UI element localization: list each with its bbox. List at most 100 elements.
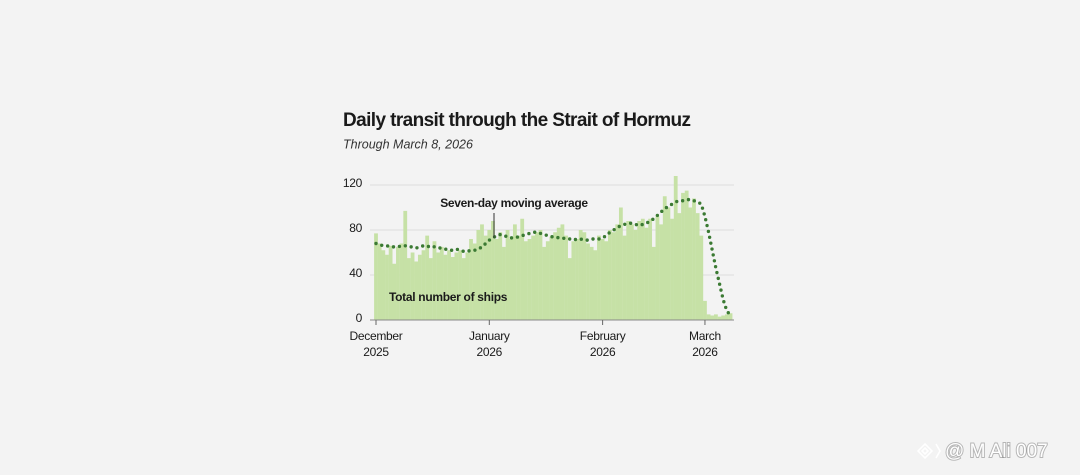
bar	[377, 243, 382, 320]
bar	[494, 239, 499, 320]
bar	[417, 254, 422, 320]
bar	[439, 246, 444, 320]
bar	[392, 263, 397, 320]
series-label: Total number of ships	[389, 290, 508, 304]
bar	[597, 235, 601, 320]
bar	[578, 230, 583, 320]
bar	[593, 250, 598, 320]
bar	[516, 235, 521, 320]
bar	[483, 235, 488, 320]
x-tick-label: March 2026	[689, 329, 721, 359]
bar	[582, 232, 587, 320]
bar	[505, 230, 510, 320]
y-tick-label: 0	[356, 311, 363, 325]
bar	[374, 233, 378, 320]
bar	[560, 224, 565, 320]
bar	[520, 218, 525, 320]
x-tick-label: February 2026	[580, 329, 626, 359]
bar	[458, 250, 462, 320]
bar	[545, 241, 550, 320]
bar	[655, 216, 660, 320]
bar	[618, 207, 623, 320]
bar	[589, 246, 594, 320]
bar	[556, 227, 561, 320]
bar	[425, 235, 430, 320]
bar	[611, 232, 616, 320]
bar	[534, 232, 539, 320]
bar	[564, 235, 568, 320]
bar	[640, 218, 645, 320]
bar	[396, 246, 400, 320]
y-tick-label: 40	[349, 266, 362, 280]
bar	[447, 250, 451, 320]
bar	[688, 207, 693, 320]
bar	[604, 241, 609, 320]
bar	[659, 224, 663, 320]
bar	[615, 224, 620, 320]
bar	[410, 252, 415, 320]
bar	[637, 221, 642, 320]
y-tick-label: 80	[349, 221, 362, 235]
bar	[509, 239, 514, 320]
bar	[436, 252, 441, 320]
bar	[388, 245, 393, 320]
bar	[724, 314, 729, 320]
bar	[531, 235, 536, 320]
series-label: Seven-day moving average	[440, 196, 588, 210]
bar	[651, 246, 656, 320]
bar	[684, 190, 689, 320]
bar	[399, 243, 404, 320]
bar	[575, 239, 579, 320]
bar	[681, 192, 685, 320]
bar	[523, 241, 528, 320]
bar	[633, 230, 638, 320]
bar	[472, 243, 477, 320]
bar	[608, 230, 612, 320]
bar	[385, 254, 389, 320]
bar	[428, 258, 433, 320]
bar	[549, 236, 554, 320]
bar	[443, 254, 448, 320]
watermark-icon	[916, 442, 941, 460]
bar	[695, 213, 700, 320]
bar	[538, 230, 543, 320]
bar	[469, 239, 473, 320]
bar	[542, 246, 547, 320]
y-tick-label: 120	[343, 176, 363, 190]
bar	[706, 314, 711, 320]
bar	[648, 218, 653, 320]
bar	[432, 241, 437, 320]
bar	[502, 246, 506, 320]
bar	[692, 198, 696, 320]
bar	[454, 252, 459, 320]
bar	[450, 257, 455, 320]
bar	[403, 210, 408, 320]
bar	[721, 315, 726, 320]
bar	[571, 241, 576, 320]
bar	[461, 258, 466, 320]
bar	[728, 313, 733, 320]
bar	[381, 250, 386, 320]
plot: 0 40 80 120 December 2025 January 2026 February 2…	[343, 176, 734, 359]
bar	[644, 227, 649, 320]
x-tick-label: December 2025	[350, 329, 403, 359]
bar	[673, 176, 678, 320]
bar	[476, 230, 481, 320]
bar	[527, 239, 532, 320]
bar	[421, 250, 426, 320]
bar	[491, 221, 495, 320]
bar	[480, 224, 484, 320]
bar	[414, 261, 419, 320]
bar	[465, 252, 470, 320]
x-tick-label: January 2026	[469, 329, 510, 359]
bar	[677, 213, 682, 320]
bar	[662, 196, 667, 320]
bar	[567, 258, 572, 320]
bar	[717, 316, 722, 320]
bar	[487, 230, 492, 320]
bar	[703, 300, 707, 320]
watermark: @ M Ali 007	[945, 441, 1048, 462]
bar	[586, 243, 590, 320]
bar	[710, 315, 715, 320]
